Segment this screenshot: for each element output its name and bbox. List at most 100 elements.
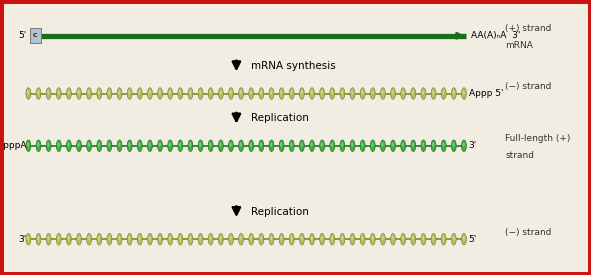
Ellipse shape: [411, 88, 415, 99]
Ellipse shape: [57, 90, 60, 95]
Ellipse shape: [310, 140, 314, 152]
Ellipse shape: [442, 236, 444, 240]
Ellipse shape: [280, 90, 282, 95]
Ellipse shape: [330, 88, 335, 99]
Ellipse shape: [148, 236, 151, 240]
Ellipse shape: [77, 88, 82, 99]
Ellipse shape: [26, 140, 31, 152]
Ellipse shape: [412, 90, 414, 95]
Ellipse shape: [229, 140, 233, 152]
Ellipse shape: [56, 88, 61, 99]
Ellipse shape: [259, 236, 262, 240]
Ellipse shape: [128, 90, 131, 95]
Ellipse shape: [360, 88, 365, 99]
Ellipse shape: [290, 236, 293, 240]
Ellipse shape: [391, 233, 395, 245]
Ellipse shape: [26, 233, 31, 245]
Ellipse shape: [98, 236, 100, 240]
Ellipse shape: [138, 236, 141, 240]
Ellipse shape: [300, 88, 304, 99]
Ellipse shape: [249, 233, 254, 245]
Ellipse shape: [280, 142, 282, 147]
Ellipse shape: [421, 88, 426, 99]
Ellipse shape: [168, 88, 173, 99]
Ellipse shape: [371, 90, 374, 95]
Ellipse shape: [381, 236, 384, 240]
Ellipse shape: [320, 140, 324, 152]
Ellipse shape: [330, 140, 335, 152]
Ellipse shape: [351, 90, 353, 95]
Ellipse shape: [391, 90, 394, 95]
Ellipse shape: [401, 88, 405, 99]
Ellipse shape: [77, 236, 80, 240]
Ellipse shape: [67, 236, 70, 240]
Ellipse shape: [300, 233, 304, 245]
Ellipse shape: [361, 142, 363, 147]
Ellipse shape: [371, 236, 374, 240]
Ellipse shape: [401, 233, 405, 245]
Ellipse shape: [219, 90, 222, 95]
Ellipse shape: [239, 233, 243, 245]
Ellipse shape: [462, 236, 465, 240]
Ellipse shape: [127, 233, 132, 245]
Ellipse shape: [36, 233, 41, 245]
Ellipse shape: [27, 142, 29, 147]
Ellipse shape: [57, 236, 60, 240]
Ellipse shape: [361, 90, 363, 95]
Ellipse shape: [431, 88, 436, 99]
Ellipse shape: [229, 90, 232, 95]
Ellipse shape: [290, 88, 294, 99]
FancyBboxPatch shape: [30, 28, 41, 43]
Ellipse shape: [432, 236, 434, 240]
Ellipse shape: [310, 233, 314, 245]
Ellipse shape: [87, 140, 92, 152]
Ellipse shape: [198, 233, 203, 245]
Ellipse shape: [421, 140, 426, 152]
Ellipse shape: [138, 90, 141, 95]
Ellipse shape: [189, 236, 191, 240]
Ellipse shape: [148, 88, 152, 99]
Ellipse shape: [290, 90, 293, 95]
Ellipse shape: [46, 88, 51, 99]
Ellipse shape: [219, 142, 222, 147]
Ellipse shape: [128, 236, 131, 240]
Ellipse shape: [462, 233, 466, 245]
Ellipse shape: [441, 88, 446, 99]
Text: mRNA: mRNA: [505, 41, 533, 50]
Ellipse shape: [219, 140, 223, 152]
Ellipse shape: [412, 236, 414, 240]
Ellipse shape: [46, 233, 51, 245]
Text: C: C: [33, 33, 38, 38]
Ellipse shape: [37, 90, 40, 95]
Text: (+) strand: (+) strand: [505, 24, 551, 33]
Ellipse shape: [208, 140, 213, 152]
Ellipse shape: [178, 236, 181, 240]
Ellipse shape: [188, 88, 193, 99]
Ellipse shape: [188, 233, 193, 245]
Ellipse shape: [229, 88, 233, 99]
Ellipse shape: [239, 236, 242, 240]
Ellipse shape: [452, 88, 456, 99]
Ellipse shape: [168, 90, 171, 95]
Ellipse shape: [249, 142, 252, 147]
Ellipse shape: [330, 233, 335, 245]
Ellipse shape: [87, 236, 90, 240]
Ellipse shape: [341, 142, 343, 147]
Ellipse shape: [97, 233, 102, 245]
Ellipse shape: [229, 236, 232, 240]
Ellipse shape: [67, 142, 70, 147]
Ellipse shape: [371, 142, 374, 147]
Ellipse shape: [168, 140, 173, 152]
Ellipse shape: [269, 233, 274, 245]
Ellipse shape: [47, 90, 50, 95]
Ellipse shape: [411, 233, 415, 245]
Ellipse shape: [442, 90, 444, 95]
Ellipse shape: [330, 90, 333, 95]
Ellipse shape: [381, 142, 384, 147]
Ellipse shape: [66, 233, 72, 245]
Ellipse shape: [300, 142, 303, 147]
Ellipse shape: [148, 142, 151, 147]
Ellipse shape: [452, 233, 456, 245]
Ellipse shape: [300, 90, 303, 95]
Ellipse shape: [341, 90, 343, 95]
